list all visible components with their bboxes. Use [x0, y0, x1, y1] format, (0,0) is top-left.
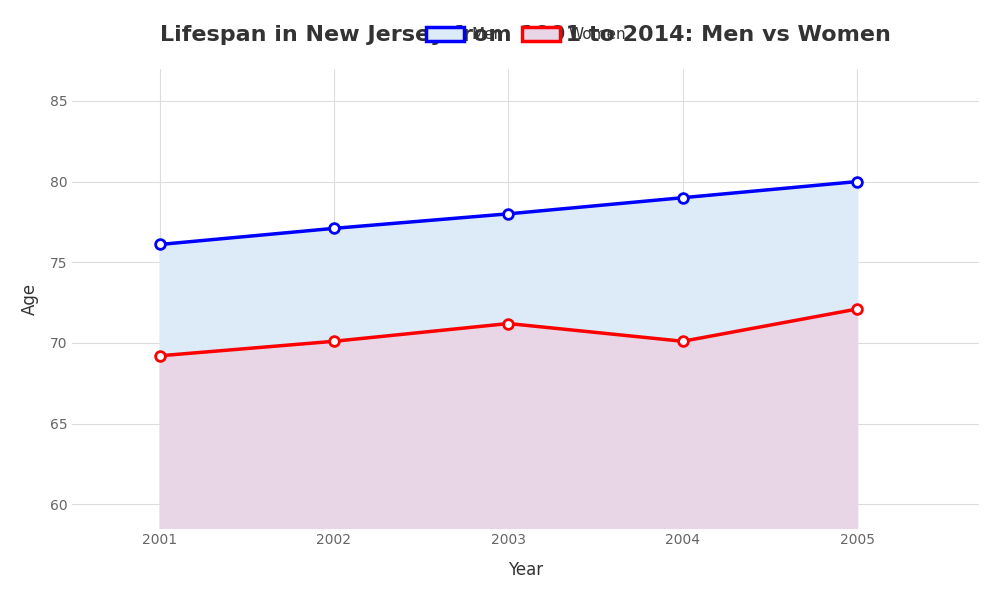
X-axis label: Year: Year [508, 561, 543, 579]
Legend: Men, Women: Men, Women [420, 21, 632, 49]
Y-axis label: Age: Age [21, 283, 39, 314]
Title: Lifespan in New Jersey from 1991 to 2014: Men vs Women: Lifespan in New Jersey from 1991 to 2014… [160, 25, 891, 45]
